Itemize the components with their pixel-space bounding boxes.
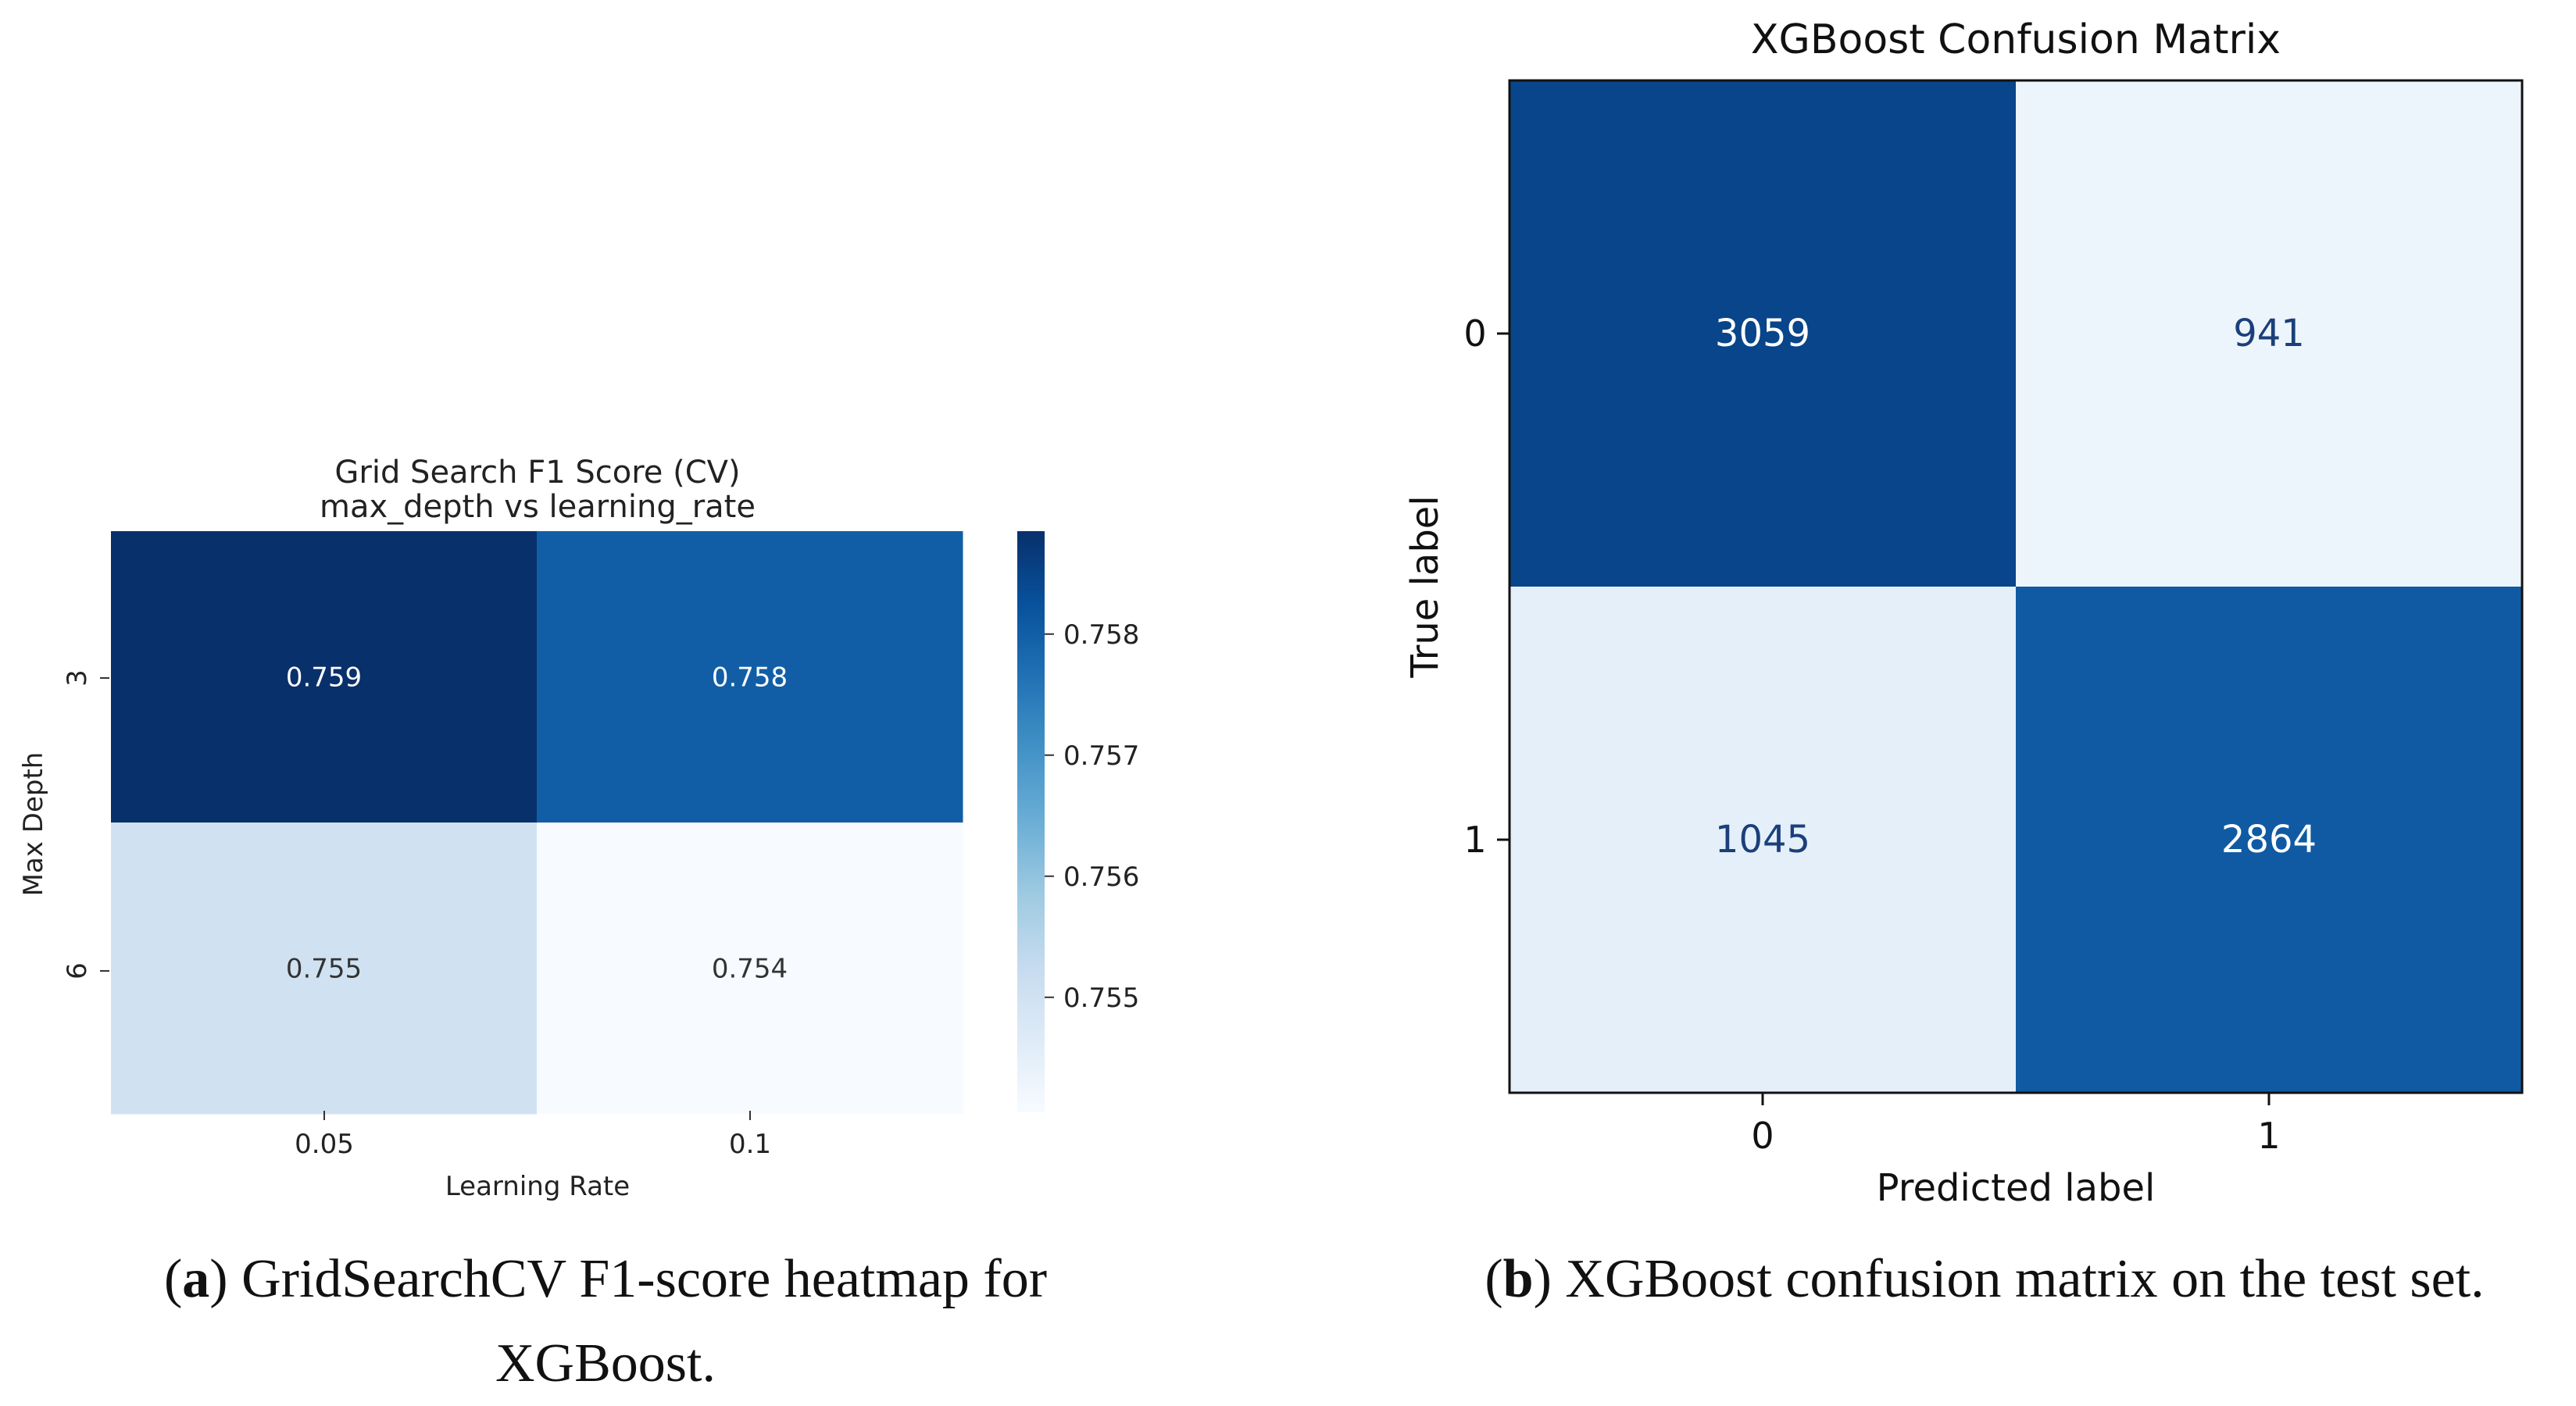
heatmap-x-tick-label: 0.05 [295, 1129, 354, 1160]
cm-y-axis-label: True label [1403, 495, 1447, 678]
caption-a-line2: XGBoost. [495, 1333, 716, 1394]
confusion-matrix-cell [1510, 587, 2017, 1094]
heatmap-cell-value: 0.759 [286, 662, 362, 694]
cm-y-tick-label: 1 [1463, 819, 1486, 861]
heatmap-cells [111, 531, 963, 1115]
confusion-matrix-cell-value: 2864 [2221, 818, 2317, 862]
confusion-matrix-cell-value: 1045 [1715, 818, 1810, 862]
heatmap-cell [111, 823, 538, 1115]
heatmap-cell-value: 0.755 [286, 954, 362, 985]
confusion-matrix-cell-labels: 3059 941 1045 2864 [1715, 312, 2317, 862]
colorbar-tick-label: 0.757 [1063, 740, 1139, 772]
confusion-matrix-panel-b: XGBoost Confusion Matrix 3059 941 1045 2864… [1403, 16, 2524, 1210]
confusion-matrix-title: XGBoost Confusion Matrix [1751, 16, 2281, 63]
caption-a-tag: a [182, 1249, 210, 1309]
heatmap-cell [111, 531, 538, 823]
colorbar-ticks: 0.755 0.756 0.757 0.758 [1045, 619, 1139, 1014]
confusion-matrix-frame [1508, 79, 2524, 1094]
heatmap-y-axis-label: Max Depth [18, 752, 49, 897]
cm-x-axis-label: Predicted label [1877, 1166, 2156, 1210]
confusion-matrix-cells [1510, 80, 2523, 1094]
heatmap-title: Grid Search F1 Score (CV) [334, 455, 740, 491]
confusion-matrix-cell [1510, 80, 2017, 587]
confusion-matrix-cell-value: 941 [2233, 312, 2305, 355]
colorbar-tick-label: 0.758 [1063, 619, 1139, 651]
heatmap-cell [537, 531, 963, 823]
heatmap-cell [537, 823, 963, 1115]
heatmap-subtitle: max_depth vs learning_rate [320, 489, 756, 525]
caption-a-text: GridSearchCV F1-score heatmap for [241, 1249, 1048, 1309]
heatmap-cell-labels: 0.759 0.758 0.755 0.754 [286, 662, 788, 985]
confusion-matrix-cell [2016, 587, 2523, 1094]
heatmap-cell-value: 0.754 [712, 954, 788, 985]
heatmap-panel-a: Grid Search F1 Score (CV) max_depth vs l… [18, 455, 1139, 1202]
confusion-matrix-cell-value: 3059 [1715, 312, 1810, 355]
confusion-matrix-cell [2016, 80, 2523, 587]
heatmap-colorbar [1017, 531, 1045, 1112]
caption-b: (b) XGBoost confusion matrix on the test… [1485, 1249, 2485, 1309]
heatmap-cell-value: 0.758 [712, 662, 788, 694]
caption-b-tag: b [1502, 1249, 1534, 1309]
cm-x-tick-label: 1 [2257, 1115, 2280, 1157]
caption-b-text: XGBoost confusion matrix on the test set… [1565, 1249, 2485, 1309]
heatmap-y-tick-label: 3 [62, 669, 93, 687]
cm-y-tick-label: 0 [1463, 312, 1486, 355]
cm-x-tick-label: 0 [1751, 1115, 1774, 1157]
heatmap-x-axis-label: Learning Rate [445, 1171, 630, 1202]
heatmap-y-tick-label: 6 [62, 962, 93, 980]
caption-a: (a) GridSearchCV F1-score heatmap for XG… [70, 1237, 1141, 1406]
colorbar-tick-label: 0.756 [1063, 862, 1139, 893]
caption-a-line1: (a) GridSearchCV F1-score heatmap for [163, 1249, 1048, 1309]
colorbar-tick-label: 0.755 [1063, 983, 1139, 1014]
heatmap-x-tick-label: 0.1 [729, 1129, 771, 1160]
